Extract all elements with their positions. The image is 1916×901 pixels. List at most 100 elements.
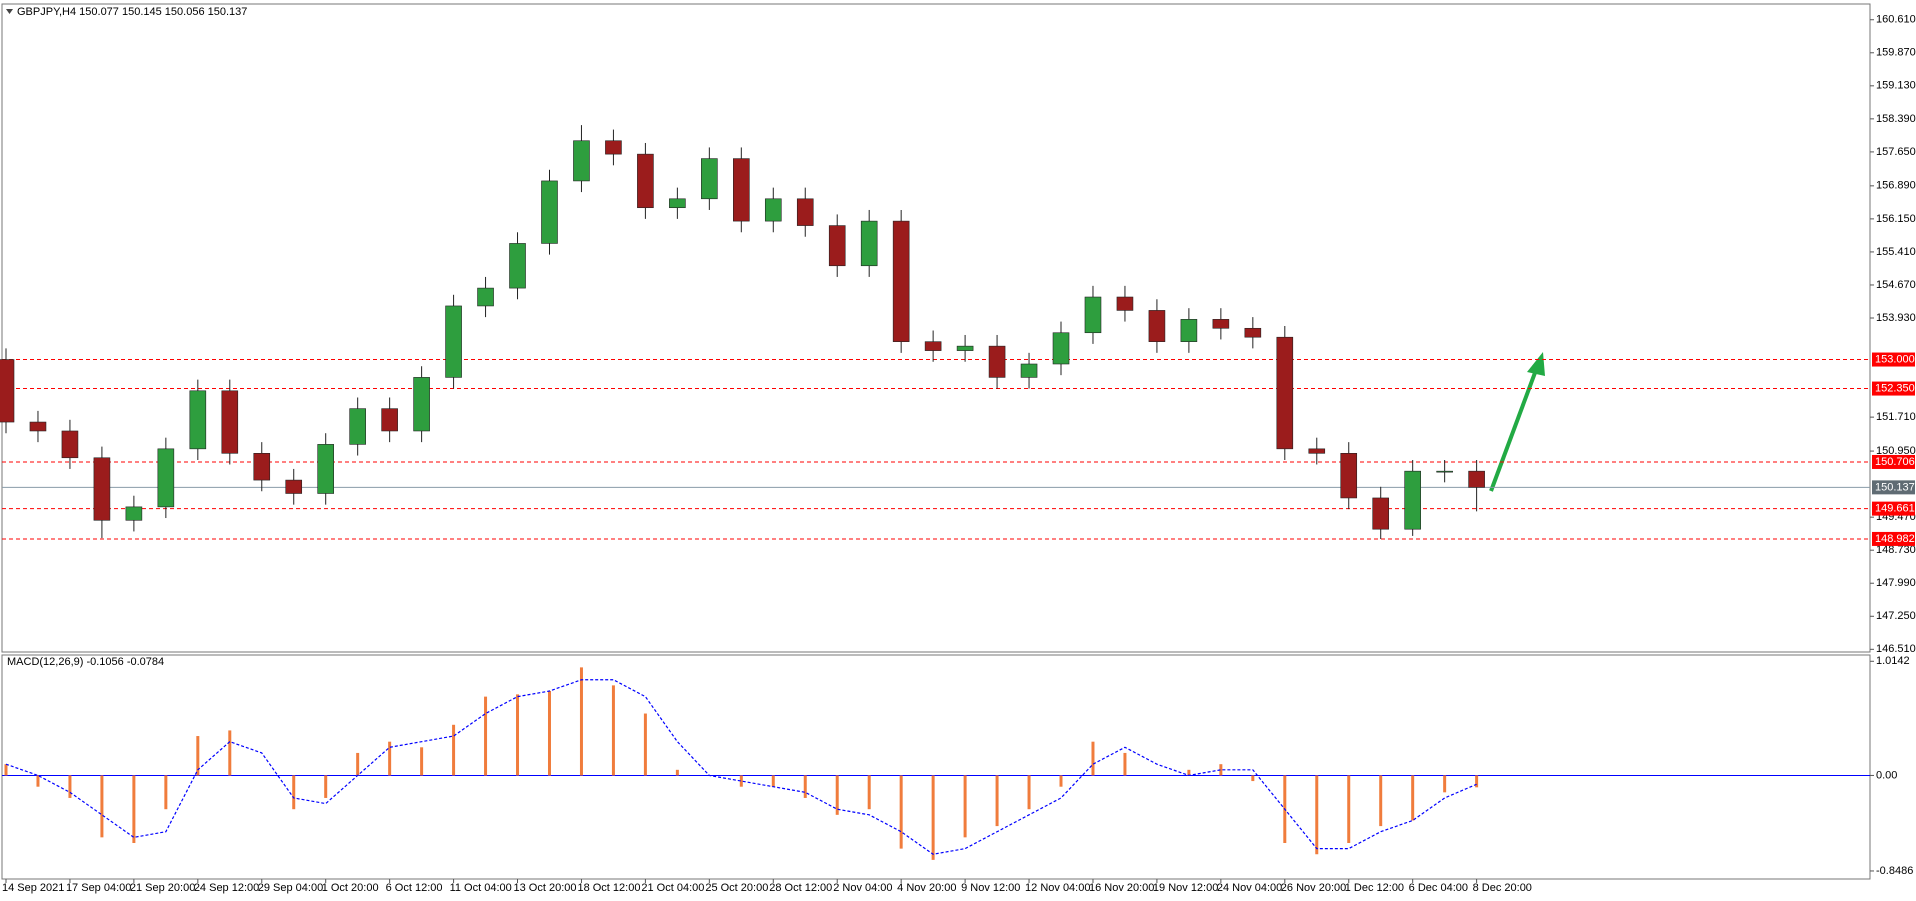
candle-body	[413, 377, 430, 432]
candle-body	[1436, 470, 1453, 473]
candle-body	[477, 287, 494, 307]
x-tick-label: 13 Oct 20:00	[514, 882, 577, 894]
x-tick-label: 18 Oct 12:00	[577, 882, 640, 894]
candle-body	[924, 341, 942, 351]
candle-body	[1340, 453, 1358, 499]
candle-body	[1020, 363, 1038, 378]
x-tick-label: 1 Dec 12:00	[1345, 882, 1404, 894]
level-tag-label: 149.661	[1875, 503, 1915, 515]
y-tick-label: 151.710	[1876, 411, 1916, 423]
x-tick-label: 25 Oct 20:00	[705, 882, 768, 894]
candle-body	[509, 243, 526, 289]
y-tick-label: 1.0142	[1876, 655, 1910, 667]
candle-body	[1308, 448, 1326, 454]
candle-body	[988, 345, 1006, 378]
x-tick-label: 14 Sep 2021	[2, 882, 64, 894]
level-tag: 148.982	[1872, 531, 1915, 546]
x-tick-label: 28 Oct 12:00	[769, 882, 832, 894]
candle-body	[1212, 319, 1230, 329]
x-tick-label: 21 Oct 04:00	[641, 882, 704, 894]
y-tick-label: 157.650	[1876, 146, 1916, 158]
x-tick-label: 8 Dec 20:00	[1473, 882, 1532, 894]
candle-body	[0, 359, 15, 423]
main-panel	[1, 3, 1871, 653]
level-tag-box	[1872, 454, 1915, 469]
x-tick-label: 11 Oct 04:00	[450, 882, 512, 894]
candle-body	[860, 220, 878, 267]
macd-panel	[1, 654, 1871, 880]
price-tag-label: 150.137	[1875, 481, 1915, 493]
x-tick-label: 4 Nov 20:00	[897, 882, 956, 894]
signal-line	[5, 679, 1477, 855]
level-tag-box	[1872, 501, 1915, 516]
candle-body	[1052, 332, 1070, 365]
y-tick-label: 153.930	[1876, 312, 1916, 324]
level-tag-box	[1872, 531, 1915, 546]
level-tag-label: 152.350	[1875, 382, 1915, 394]
level-tag: 150.706	[1872, 454, 1915, 469]
candle-body	[61, 430, 79, 459]
x-tick-label: 26 Nov 20:00	[1281, 882, 1346, 894]
candle-body	[189, 390, 207, 450]
candle-body	[349, 408, 366, 445]
x-tick-label: 24 Nov 04:00	[1217, 882, 1282, 894]
level-tag: 149.661	[1872, 501, 1915, 516]
x-tick-label: 21 Sep 20:00	[130, 882, 195, 894]
candle-body	[285, 479, 303, 494]
y-tick-label: 150.950	[1876, 445, 1916, 457]
level-tag-box	[1872, 381, 1915, 396]
candle-body	[1084, 296, 1102, 334]
candle-body	[605, 140, 622, 155]
price-tag: 150.137	[1872, 480, 1915, 495]
y-tick-label: 160.610	[1876, 14, 1916, 26]
candle-body	[253, 453, 271, 481]
x-tick-label: 9 Nov 12:00	[961, 882, 1020, 894]
candle-body	[733, 158, 750, 222]
candle-body	[573, 140, 590, 182]
y-tick-label: 0.00	[1876, 769, 1897, 781]
x-tick-label: 2 Nov 04:00	[833, 882, 892, 894]
candle-body	[1244, 327, 1262, 338]
y-tick-label: 158.390	[1876, 113, 1916, 125]
price-tag-box	[1872, 480, 1915, 495]
chart-title: GBPJPY,H4 150.077 150.145 150.056 150.13…	[17, 6, 247, 18]
x-tick-label: 29 Sep 04:00	[258, 882, 323, 894]
y-tick-label: 147.990	[1876, 577, 1916, 589]
y-tick-label: 155.410	[1876, 246, 1916, 258]
y-tick-label: 159.130	[1876, 80, 1916, 92]
candle-body	[637, 153, 654, 209]
candle-body	[828, 225, 846, 267]
y-tick-label: 156.890	[1876, 180, 1916, 192]
x-tick-label: 12 Nov 04:00	[1025, 882, 1090, 894]
x-tick-label: 1 Oct 20:00	[322, 882, 379, 894]
candle-body	[1180, 319, 1198, 342]
x-tick-label: 17 Sep 04:00	[66, 882, 131, 894]
candle-body	[1116, 296, 1134, 311]
x-tick-label: 19 Nov 12:00	[1153, 882, 1218, 894]
y-tick-label: 146.510	[1876, 643, 1916, 655]
candle-body	[1372, 497, 1390, 530]
candle-body	[796, 198, 814, 226]
x-tick-label: 24 Sep 12:00	[194, 882, 259, 894]
candle-body	[221, 390, 239, 454]
y-tick-label: 148.730	[1876, 544, 1916, 556]
y-tick-label: 156.150	[1876, 213, 1916, 225]
candle-body	[381, 408, 398, 432]
candle-body	[701, 158, 718, 200]
candle-body	[669, 198, 686, 209]
level-tag-box	[1872, 352, 1915, 367]
level-tag-label: 153.000	[1875, 353, 1915, 365]
candle-body	[541, 180, 558, 244]
x-tick-label: 6 Dec 04:00	[1409, 882, 1468, 894]
menu-triangle	[6, 9, 13, 14]
x-tick-label: 6 Oct 12:00	[386, 882, 443, 894]
level-tag: 152.350	[1872, 381, 1915, 396]
candle-body	[1276, 336, 1294, 450]
candle-body	[317, 444, 335, 494]
candle-body	[764, 198, 782, 222]
candle-body	[1404, 470, 1421, 530]
candle-body	[892, 220, 910, 342]
macd-title: MACD(12,26,9) -0.1056 -0.0784	[7, 656, 164, 668]
